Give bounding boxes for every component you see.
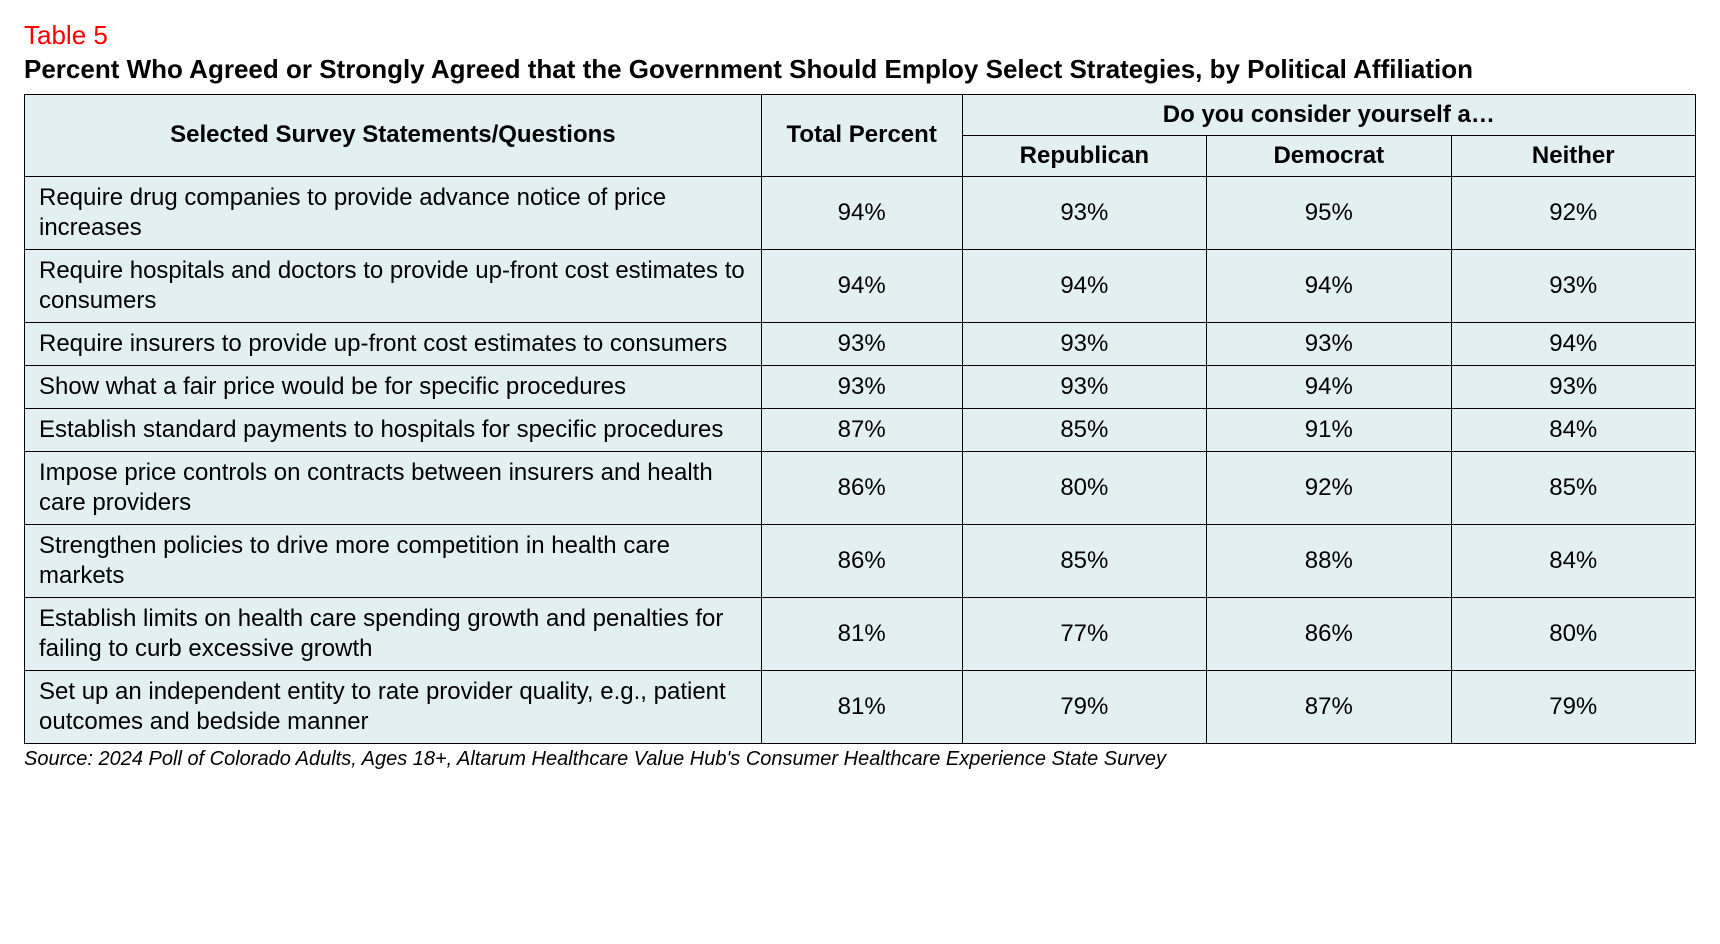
cell-republican: 94%	[962, 249, 1206, 322]
table-row: Require drug companies to provide advanc…	[25, 176, 1696, 249]
table-row: Require insurers to provide up-front cos…	[25, 322, 1696, 365]
cell-republican: 93%	[962, 365, 1206, 408]
cell-democrat: 94%	[1207, 249, 1451, 322]
cell-statement: Set up an independent entity to rate pro…	[25, 670, 762, 743]
cell-neither: 80%	[1451, 597, 1695, 670]
table-row: Set up an independent entity to rate pro…	[25, 670, 1696, 743]
cell-neither: 92%	[1451, 176, 1695, 249]
cell-total: 93%	[761, 322, 962, 365]
cell-total: 81%	[761, 597, 962, 670]
table-body: Require drug companies to provide advanc…	[25, 176, 1696, 743]
table-row: Impose price controls on contracts betwe…	[25, 451, 1696, 524]
cell-neither: 79%	[1451, 670, 1695, 743]
cell-democrat: 95%	[1207, 176, 1451, 249]
table-row: Show what a fair price would be for spec…	[25, 365, 1696, 408]
cell-total: 86%	[761, 451, 962, 524]
cell-statement: Show what a fair price would be for spec…	[25, 365, 762, 408]
cell-total: 94%	[761, 249, 962, 322]
table-row: Strengthen policies to drive more compet…	[25, 524, 1696, 597]
cell-statement: Impose price controls on contracts betwe…	[25, 451, 762, 524]
cell-total: 87%	[761, 408, 962, 451]
col-header-republican: Republican	[962, 135, 1206, 176]
cell-total: 81%	[761, 670, 962, 743]
cell-democrat: 86%	[1207, 597, 1451, 670]
cell-neither: 93%	[1451, 365, 1695, 408]
cell-statement: Establish standard payments to hospitals…	[25, 408, 762, 451]
col-header-statements: Selected Survey Statements/Questions	[25, 94, 762, 176]
col-header-group: Do you consider yourself a…	[962, 94, 1695, 135]
cell-total: 93%	[761, 365, 962, 408]
cell-statement: Require drug companies to provide advanc…	[25, 176, 762, 249]
cell-neither: 93%	[1451, 249, 1695, 322]
cell-republican: 93%	[962, 322, 1206, 365]
table-label: Table 5	[24, 20, 1696, 51]
cell-neither: 85%	[1451, 451, 1695, 524]
cell-democrat: 88%	[1207, 524, 1451, 597]
cell-democrat: 93%	[1207, 322, 1451, 365]
cell-democrat: 94%	[1207, 365, 1451, 408]
survey-table: Selected Survey Statements/Questions Tot…	[24, 94, 1696, 744]
cell-statement: Strengthen policies to drive more compet…	[25, 524, 762, 597]
table-row: Require hospitals and doctors to provide…	[25, 249, 1696, 322]
table-title: Percent Who Agreed or Strongly Agreed th…	[24, 53, 1696, 86]
cell-republican: 79%	[962, 670, 1206, 743]
col-header-neither: Neither	[1451, 135, 1695, 176]
cell-total: 94%	[761, 176, 962, 249]
cell-neither: 94%	[1451, 322, 1695, 365]
cell-neither: 84%	[1451, 524, 1695, 597]
cell-democrat: 92%	[1207, 451, 1451, 524]
cell-democrat: 91%	[1207, 408, 1451, 451]
cell-republican: 77%	[962, 597, 1206, 670]
table-row: Establish limits on health care spending…	[25, 597, 1696, 670]
col-header-total: Total Percent	[761, 94, 962, 176]
cell-neither: 84%	[1451, 408, 1695, 451]
cell-statement: Establish limits on health care spending…	[25, 597, 762, 670]
cell-republican: 80%	[962, 451, 1206, 524]
table-row: Establish standard payments to hospitals…	[25, 408, 1696, 451]
cell-democrat: 87%	[1207, 670, 1451, 743]
table-source: Source: 2024 Poll of Colorado Adults, Ag…	[24, 748, 1696, 771]
cell-statement: Require hospitals and doctors to provide…	[25, 249, 762, 322]
cell-republican: 85%	[962, 408, 1206, 451]
table-header-row-1: Selected Survey Statements/Questions Tot…	[25, 94, 1696, 135]
col-header-democrat: Democrat	[1207, 135, 1451, 176]
cell-statement: Require insurers to provide up-front cos…	[25, 322, 762, 365]
cell-republican: 85%	[962, 524, 1206, 597]
cell-republican: 93%	[962, 176, 1206, 249]
cell-total: 86%	[761, 524, 962, 597]
